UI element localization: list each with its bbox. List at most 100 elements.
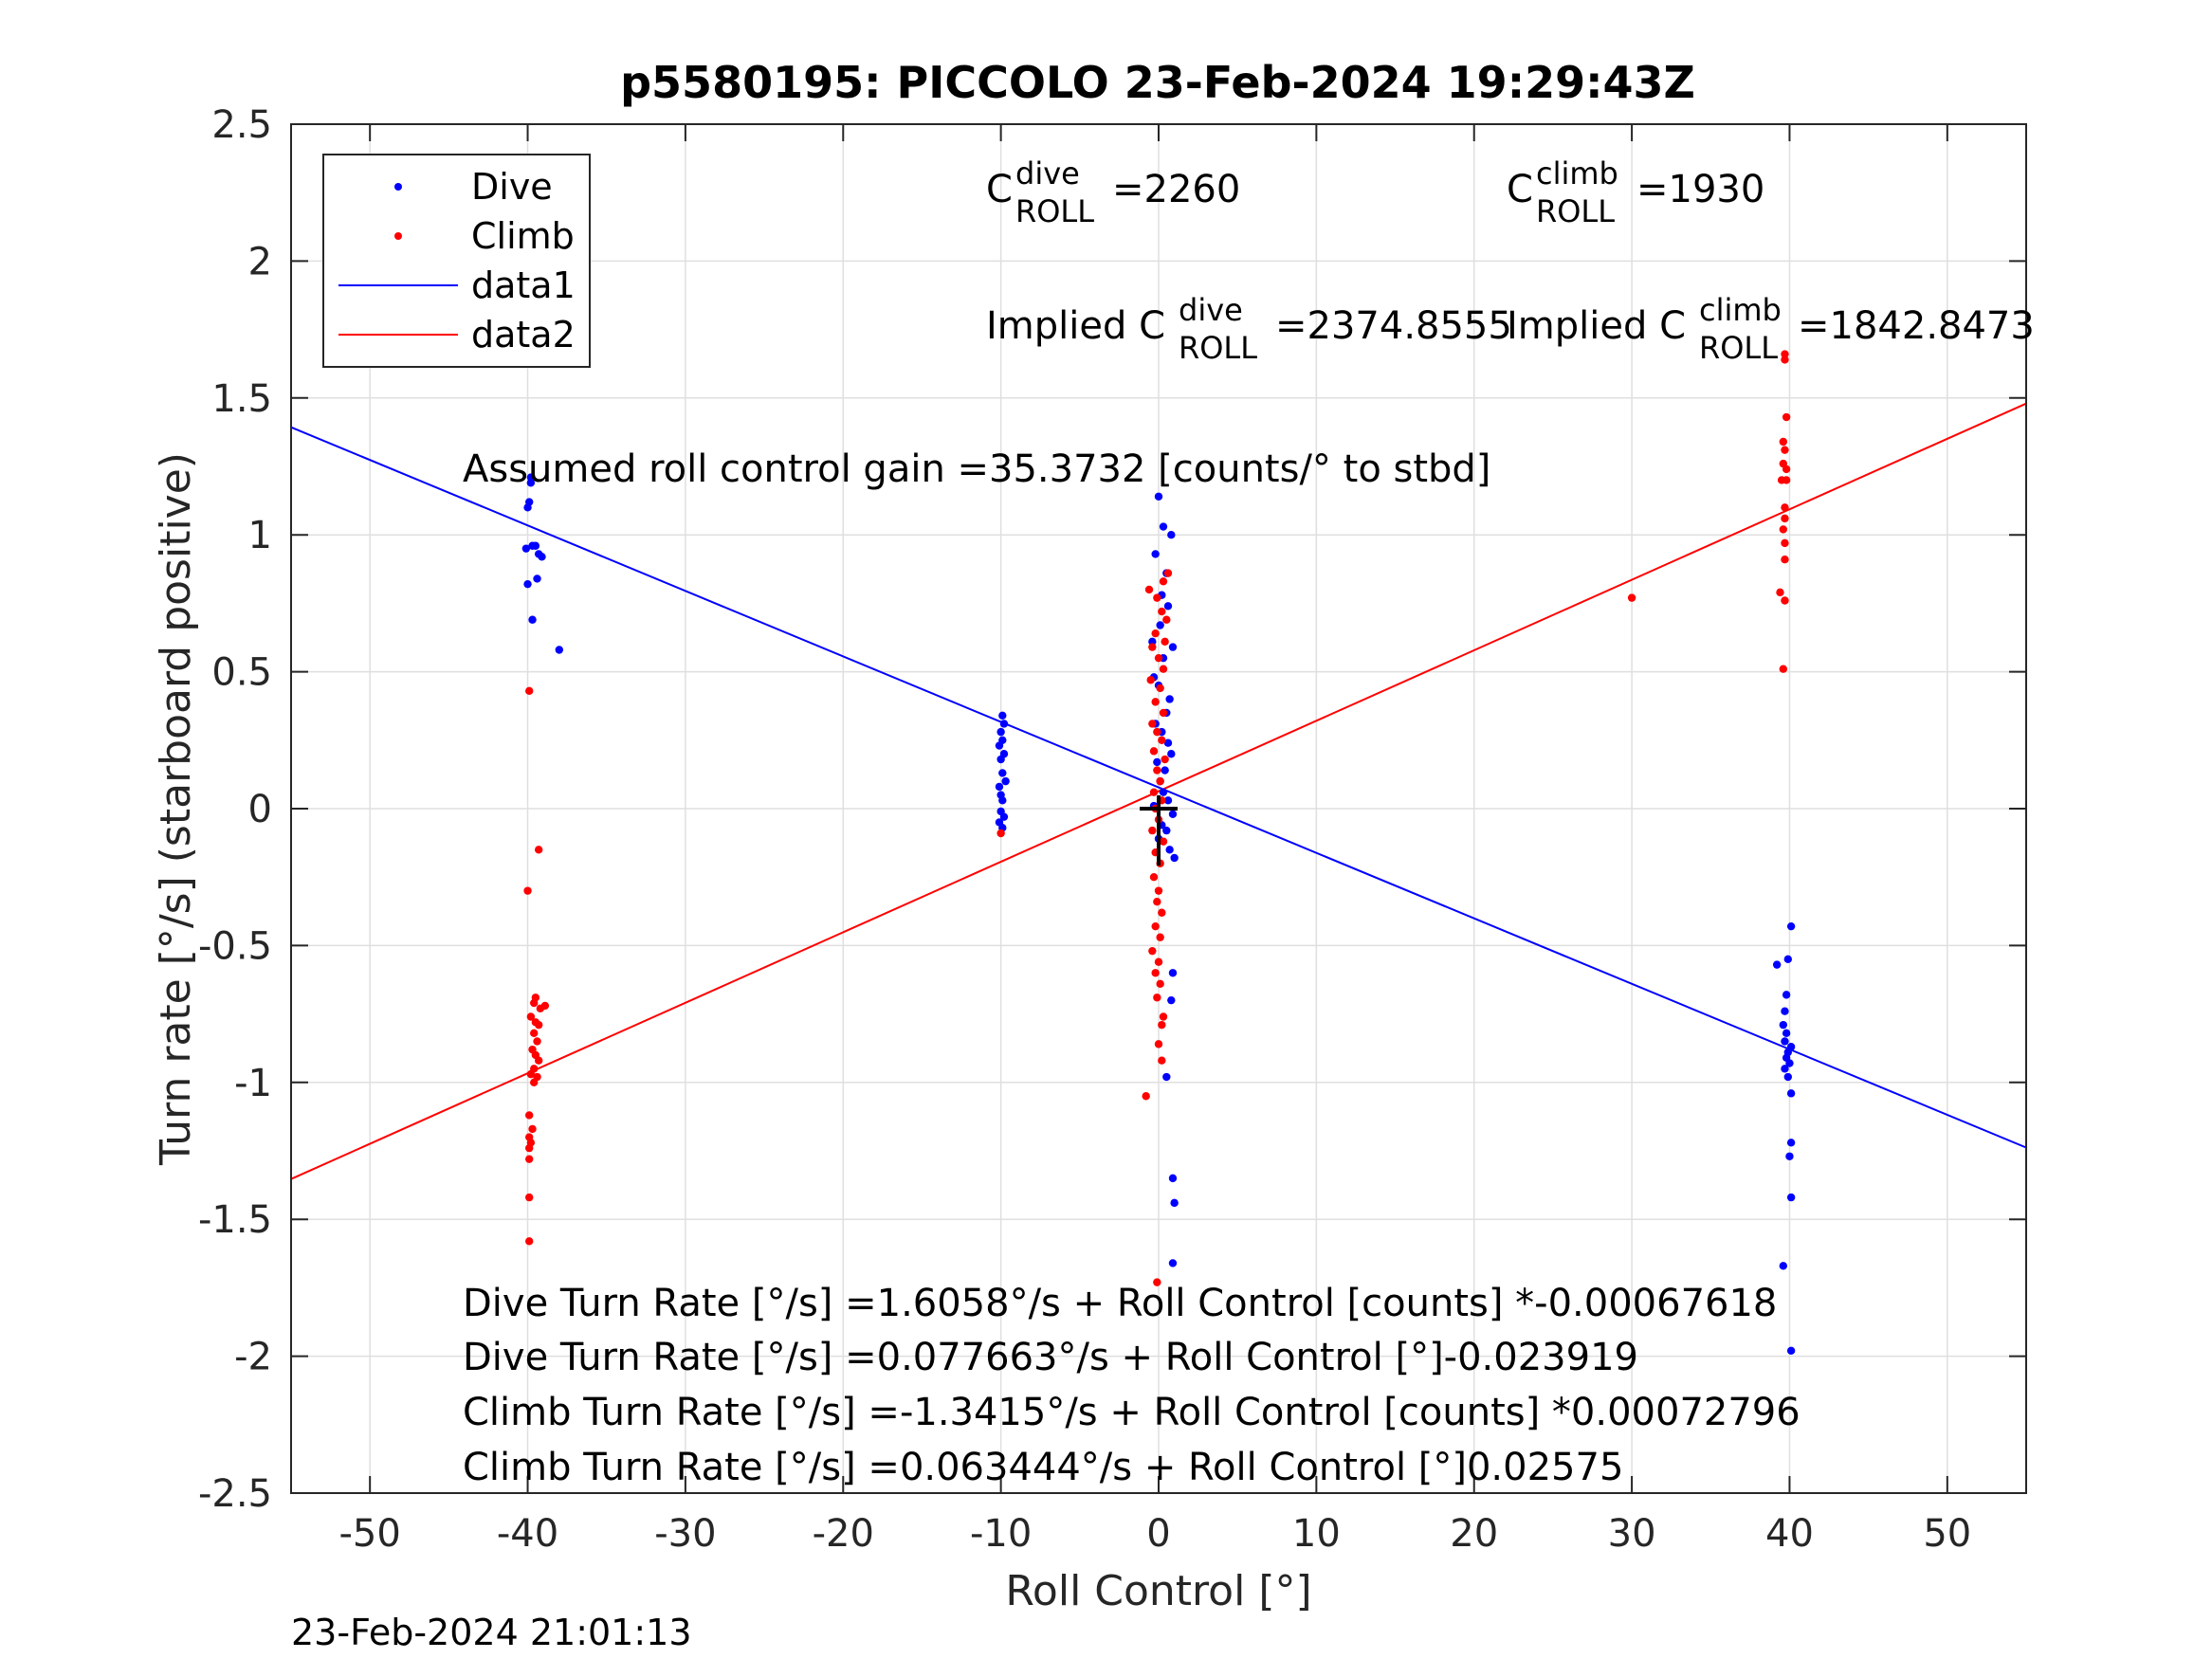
x-tick-label: -30 xyxy=(654,1512,716,1556)
data-point-climb xyxy=(1151,698,1160,706)
data-point-climb xyxy=(1142,1092,1150,1101)
c-climb-sub: ROLL xyxy=(1536,193,1615,229)
data-point-climb xyxy=(1154,653,1163,663)
data-point-climb xyxy=(1153,994,1161,1002)
data-point-climb xyxy=(525,1111,534,1120)
c-dive-sub: ROLL xyxy=(1015,193,1094,229)
data-point-climb xyxy=(1158,736,1166,744)
data-point-dive xyxy=(521,544,531,553)
data-point-dive xyxy=(526,473,536,482)
implied-dive-sub: ROLL xyxy=(1179,330,1257,366)
data-point-climb xyxy=(1782,412,1791,422)
y-tick-label: 0 xyxy=(248,788,272,831)
data-point-climb xyxy=(1151,629,1160,638)
y-axis-label: Turn rate [°/s] (starboard positive) xyxy=(152,452,200,1166)
x-axis-label: Roll Control [°] xyxy=(1005,1567,1311,1615)
c-dive-sup: dive xyxy=(1015,155,1080,191)
data-point-dive xyxy=(1159,522,1168,531)
data-point-climb xyxy=(1149,747,1159,756)
data-point-dive xyxy=(1168,810,1178,818)
data-point-climb xyxy=(1779,525,1788,534)
data-point-dive xyxy=(531,541,540,550)
data-point-climb xyxy=(525,1155,534,1163)
y-tick-label: -0.5 xyxy=(198,924,272,968)
data-point-climb xyxy=(1159,1012,1168,1021)
legend-label-climb: Climb xyxy=(471,215,575,257)
tick-marks xyxy=(291,123,2026,1494)
data-point-dive xyxy=(1782,991,1791,999)
data-point-climb xyxy=(534,1020,543,1030)
data-point-climb xyxy=(1782,476,1791,484)
data-point-dive xyxy=(555,646,564,654)
implied-dive-prefix: Implied C xyxy=(986,304,1165,348)
fit-lines xyxy=(290,402,2027,1180)
data-point-dive xyxy=(1163,602,1173,611)
data-point-dive xyxy=(1781,1065,1789,1073)
data-point-climb xyxy=(1158,607,1166,616)
data-point-climb xyxy=(1154,886,1163,895)
data-point-dive xyxy=(996,755,1005,764)
data-point-climb xyxy=(1161,755,1169,764)
data-point-climb xyxy=(1159,708,1168,718)
x-tick-label: 10 xyxy=(1292,1512,1341,1556)
data-point-dive xyxy=(1786,1089,1796,1098)
data-point-climb xyxy=(1781,356,1789,364)
data-point-dive xyxy=(1167,750,1176,758)
c-climb-sup: climb xyxy=(1536,155,1618,191)
legend-label-data1: data1 xyxy=(471,264,576,306)
x-tick-label: -10 xyxy=(970,1512,1032,1556)
data-point-dive xyxy=(528,615,537,624)
data-point-dive xyxy=(1781,1007,1789,1015)
data-point-climb xyxy=(1779,665,1788,673)
data-point-dive xyxy=(1001,776,1010,786)
data-point-dive xyxy=(1779,1020,1788,1030)
y-tick-label: -1 xyxy=(234,1062,272,1105)
legend-label-dive: Dive xyxy=(471,166,553,208)
data-point-climb xyxy=(1154,957,1163,966)
data-point-climb xyxy=(1781,596,1789,605)
data-point-dive xyxy=(998,796,1007,805)
fit-line-data1 xyxy=(290,426,2027,1149)
data-point-climb xyxy=(526,1069,536,1079)
data-point-climb xyxy=(525,1193,534,1202)
data-point-climb xyxy=(1156,776,1164,786)
data-point-climb xyxy=(1782,465,1791,474)
x-tick-label: -50 xyxy=(339,1512,401,1556)
data-point-dive xyxy=(1168,969,1178,977)
data-point-climb xyxy=(1153,727,1161,737)
data-point-climb xyxy=(1144,585,1154,594)
implied-climb-value: =1842.8473 xyxy=(1798,304,2035,348)
legend: Dive Climb data1 data2 xyxy=(322,154,591,368)
data-point-dive xyxy=(1170,853,1179,863)
data-point-dive xyxy=(1168,1259,1178,1267)
data-point-dive xyxy=(1154,492,1163,501)
data-point-climb xyxy=(1154,1040,1163,1048)
data-point-dive xyxy=(998,769,1007,777)
implied-climb-sup: climb xyxy=(1699,292,1782,328)
data-point-climb xyxy=(525,686,534,696)
implied-c-dive-annotation: Implied C dive ROLL =2374.8555 xyxy=(986,286,1512,368)
data-point-dive xyxy=(1148,637,1157,647)
implied-dive-value: =2374.8555 xyxy=(1275,304,1512,348)
data-point-climb xyxy=(1148,946,1157,956)
data-point-dive xyxy=(1161,766,1169,775)
data-point-dive xyxy=(1772,960,1782,969)
y-tick-label: 1 xyxy=(248,514,272,557)
data-point-climb xyxy=(1159,665,1168,673)
y-tick-label: 2 xyxy=(248,240,272,283)
data-point-dive xyxy=(1786,1139,1796,1147)
data-point-climb xyxy=(1163,569,1173,577)
data-point-dive xyxy=(1162,1072,1171,1082)
data-point-climb xyxy=(1159,837,1168,846)
data-point-climb xyxy=(1156,684,1164,693)
legend-label-data2: data2 xyxy=(471,314,576,356)
data-point-dive xyxy=(1167,995,1176,1005)
scatter-points xyxy=(521,350,1796,1356)
data-point-climb xyxy=(534,1056,543,1065)
x-tick-label: 20 xyxy=(1450,1512,1498,1556)
data-point-climb xyxy=(1149,873,1159,882)
x-tick-label: -40 xyxy=(497,1512,558,1556)
c-dive-base: C xyxy=(986,168,1013,211)
data-point-dive xyxy=(996,727,1005,737)
